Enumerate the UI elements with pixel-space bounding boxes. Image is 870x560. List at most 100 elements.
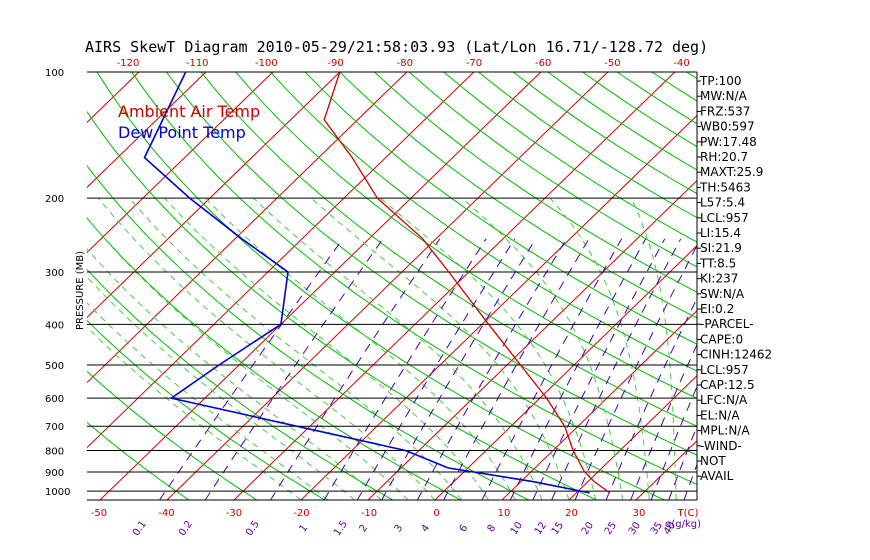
stability-index-label: SI:21.9 — [700, 241, 742, 255]
isotherm-line — [233, 72, 676, 500]
stability-index-label: RH:20.7 — [700, 150, 748, 164]
isotherm-line — [300, 114, 697, 500]
mixing-ratio-line — [416, 238, 567, 500]
bottom-temp-tick-label: -40 — [158, 508, 174, 519]
dry-adiabat-line — [512, 72, 697, 195]
dry-adiabat-line — [87, 217, 461, 500]
mixing-ratio-tick-label: 1 — [298, 523, 311, 535]
dry-adiabat-line — [408, 72, 697, 268]
mixing-ratio-line — [443, 238, 590, 500]
isotherm-line — [501, 309, 697, 500]
temp-unit-label: T(C) — [677, 508, 699, 519]
mixing-ratio-line — [532, 238, 666, 500]
dry-adiabat-line — [87, 319, 326, 500]
moist-adiabat-line — [98, 197, 436, 500]
mixing-ratio-tick-label: 0.2 — [177, 519, 195, 538]
mixing-ratio-tick-label: 3 — [393, 523, 406, 535]
mixing-ratio-line — [381, 238, 537, 500]
top-temp-tick-label: -90 — [327, 58, 343, 69]
isotherm-line — [568, 375, 697, 500]
mixing-ratio-unit-label: q(g/kg) — [665, 519, 701, 530]
bottom-temp-tick-label: 0 — [433, 508, 439, 519]
bottom-temp-tick-label: 30 — [633, 508, 646, 519]
isotherm-line — [434, 244, 697, 500]
mixing-ratio-tick-label: 0.1 — [131, 519, 149, 538]
bottom-temp-tick-label: -30 — [226, 508, 242, 519]
stability-index-label: CAPE:0 — [700, 332, 743, 346]
stability-index-label: AVAIL — [700, 469, 734, 483]
dry-adiabat-line — [96, 72, 665, 500]
stability-index-label: MPL:N/A — [700, 424, 750, 438]
stability-index-label: -WIND- — [700, 439, 742, 453]
mixing-ratio-tick-label: 10 — [509, 520, 525, 537]
bottom-temp-tick-label: 20 — [565, 508, 578, 519]
dew-point-temp-line — [143, 72, 590, 494]
dry-adiabat-line — [478, 72, 697, 219]
stability-index-label: TH:5463 — [699, 180, 751, 194]
stability-index-label: MW:N/A — [700, 89, 748, 103]
moist-adiabat-line — [549, 197, 650, 500]
stability-index-label: LI:15.4 — [700, 226, 741, 240]
bottom-temp-tick-label: -10 — [361, 508, 377, 519]
mixing-ratio-tick-label: 12 — [533, 520, 549, 537]
sounding-series — [143, 72, 611, 494]
stability-index-label: LCL:957 — [700, 363, 749, 377]
bottom-temp-tick-label: -50 — [91, 508, 107, 519]
stability-index-label: LFC:N/A — [700, 393, 748, 407]
moist-adiabat-line — [253, 197, 543, 500]
pressure-tick-label: 900 — [45, 468, 64, 479]
stability-index-label: FRZ:537 — [700, 104, 750, 118]
moist-adiabat-line — [87, 276, 355, 500]
dry-adiabat-line — [304, 72, 697, 345]
top-temp-tick-label: -50 — [604, 58, 620, 69]
dry-adiabat-line — [270, 72, 697, 372]
bottom-temp-tick-label: 10 — [498, 508, 511, 519]
top-temp-tick-label: -110 — [186, 58, 209, 69]
stability-index-label: CINH:12462 — [700, 348, 772, 362]
isotherm-line — [87, 72, 475, 449]
moist-adiabat-line — [630, 197, 677, 500]
moist-adiabat-line — [87, 326, 302, 500]
mixing-ratio-tick-label: 8 — [486, 523, 499, 535]
dry-adiabat-line — [87, 370, 258, 500]
y-axis-label: PRESSURE (MB) — [75, 251, 86, 330]
stability-index-label: SW:N/A — [700, 287, 745, 301]
isotherm-line — [837, 72, 870, 500]
isotherm-line — [99, 72, 542, 500]
mixing-ratio-line — [270, 238, 441, 500]
ambient-air-temp-line — [323, 72, 611, 494]
stability-index-label: EI:0.2 — [700, 302, 734, 316]
mixing-ratio-tick-label: 6 — [458, 523, 471, 535]
isotherm-line — [87, 72, 341, 319]
isotherm-line — [0, 72, 72, 500]
mixing-ratio-tick-label: 20 — [580, 520, 596, 537]
dry-adiabat-line — [235, 72, 697, 399]
top-temp-tick-label: -80 — [397, 58, 413, 69]
stability-index-label: KI:237 — [700, 272, 738, 286]
isotherm-line — [87, 72, 274, 254]
dry-adiabat-line — [374, 72, 697, 293]
isotherm-line — [0, 72, 5, 500]
isotherm-line — [87, 72, 408, 384]
dry-adiabat-line — [339, 72, 697, 319]
pressure-tick-label: 500 — [45, 361, 64, 372]
stability-index-label: TP:100 — [699, 74, 742, 88]
moist-adiabat-line — [461, 197, 624, 500]
stability-index-label: -PARCEL- — [700, 317, 754, 331]
dry-adiabat-line — [87, 164, 529, 500]
stability-index-label: NOT — [700, 454, 726, 468]
top-temp-tick-label: -100 — [255, 58, 278, 69]
mixing-ratio-tick-label: 4 — [420, 523, 433, 535]
stability-index-label: L57:5.4 — [700, 196, 745, 210]
pressure-tick-label: 400 — [45, 320, 64, 331]
dry-adiabat-line — [87, 110, 597, 500]
isotherm-line — [87, 72, 207, 189]
mixing-ratio-tick-label: 2 — [358, 523, 371, 535]
pressure-tick-label: 100 — [45, 68, 64, 79]
mixing-ratio-line — [204, 238, 384, 500]
mixing-ratio-line — [323, 238, 487, 500]
moist-adiabat-line — [129, 197, 463, 500]
top-temp-tick-label: -120 — [117, 58, 140, 69]
